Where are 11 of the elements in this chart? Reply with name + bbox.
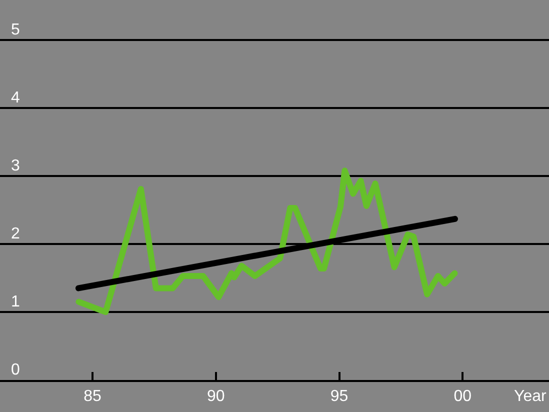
- y-tick-label: 3: [11, 157, 20, 174]
- y-tick-label: 4: [11, 89, 20, 106]
- x-tick-label: 00: [454, 388, 472, 406]
- x-tick-label: 90: [207, 388, 225, 406]
- x-axis-title: Year: [514, 388, 547, 405]
- y-tick-label: 5: [11, 22, 20, 39]
- y-tick-label: 2: [11, 225, 20, 242]
- y-tick-label: 1: [11, 293, 20, 310]
- x-tick-label: 85: [84, 388, 102, 406]
- y-tick-label: 0: [11, 361, 20, 378]
- x-tick-label: 95: [330, 388, 348, 406]
